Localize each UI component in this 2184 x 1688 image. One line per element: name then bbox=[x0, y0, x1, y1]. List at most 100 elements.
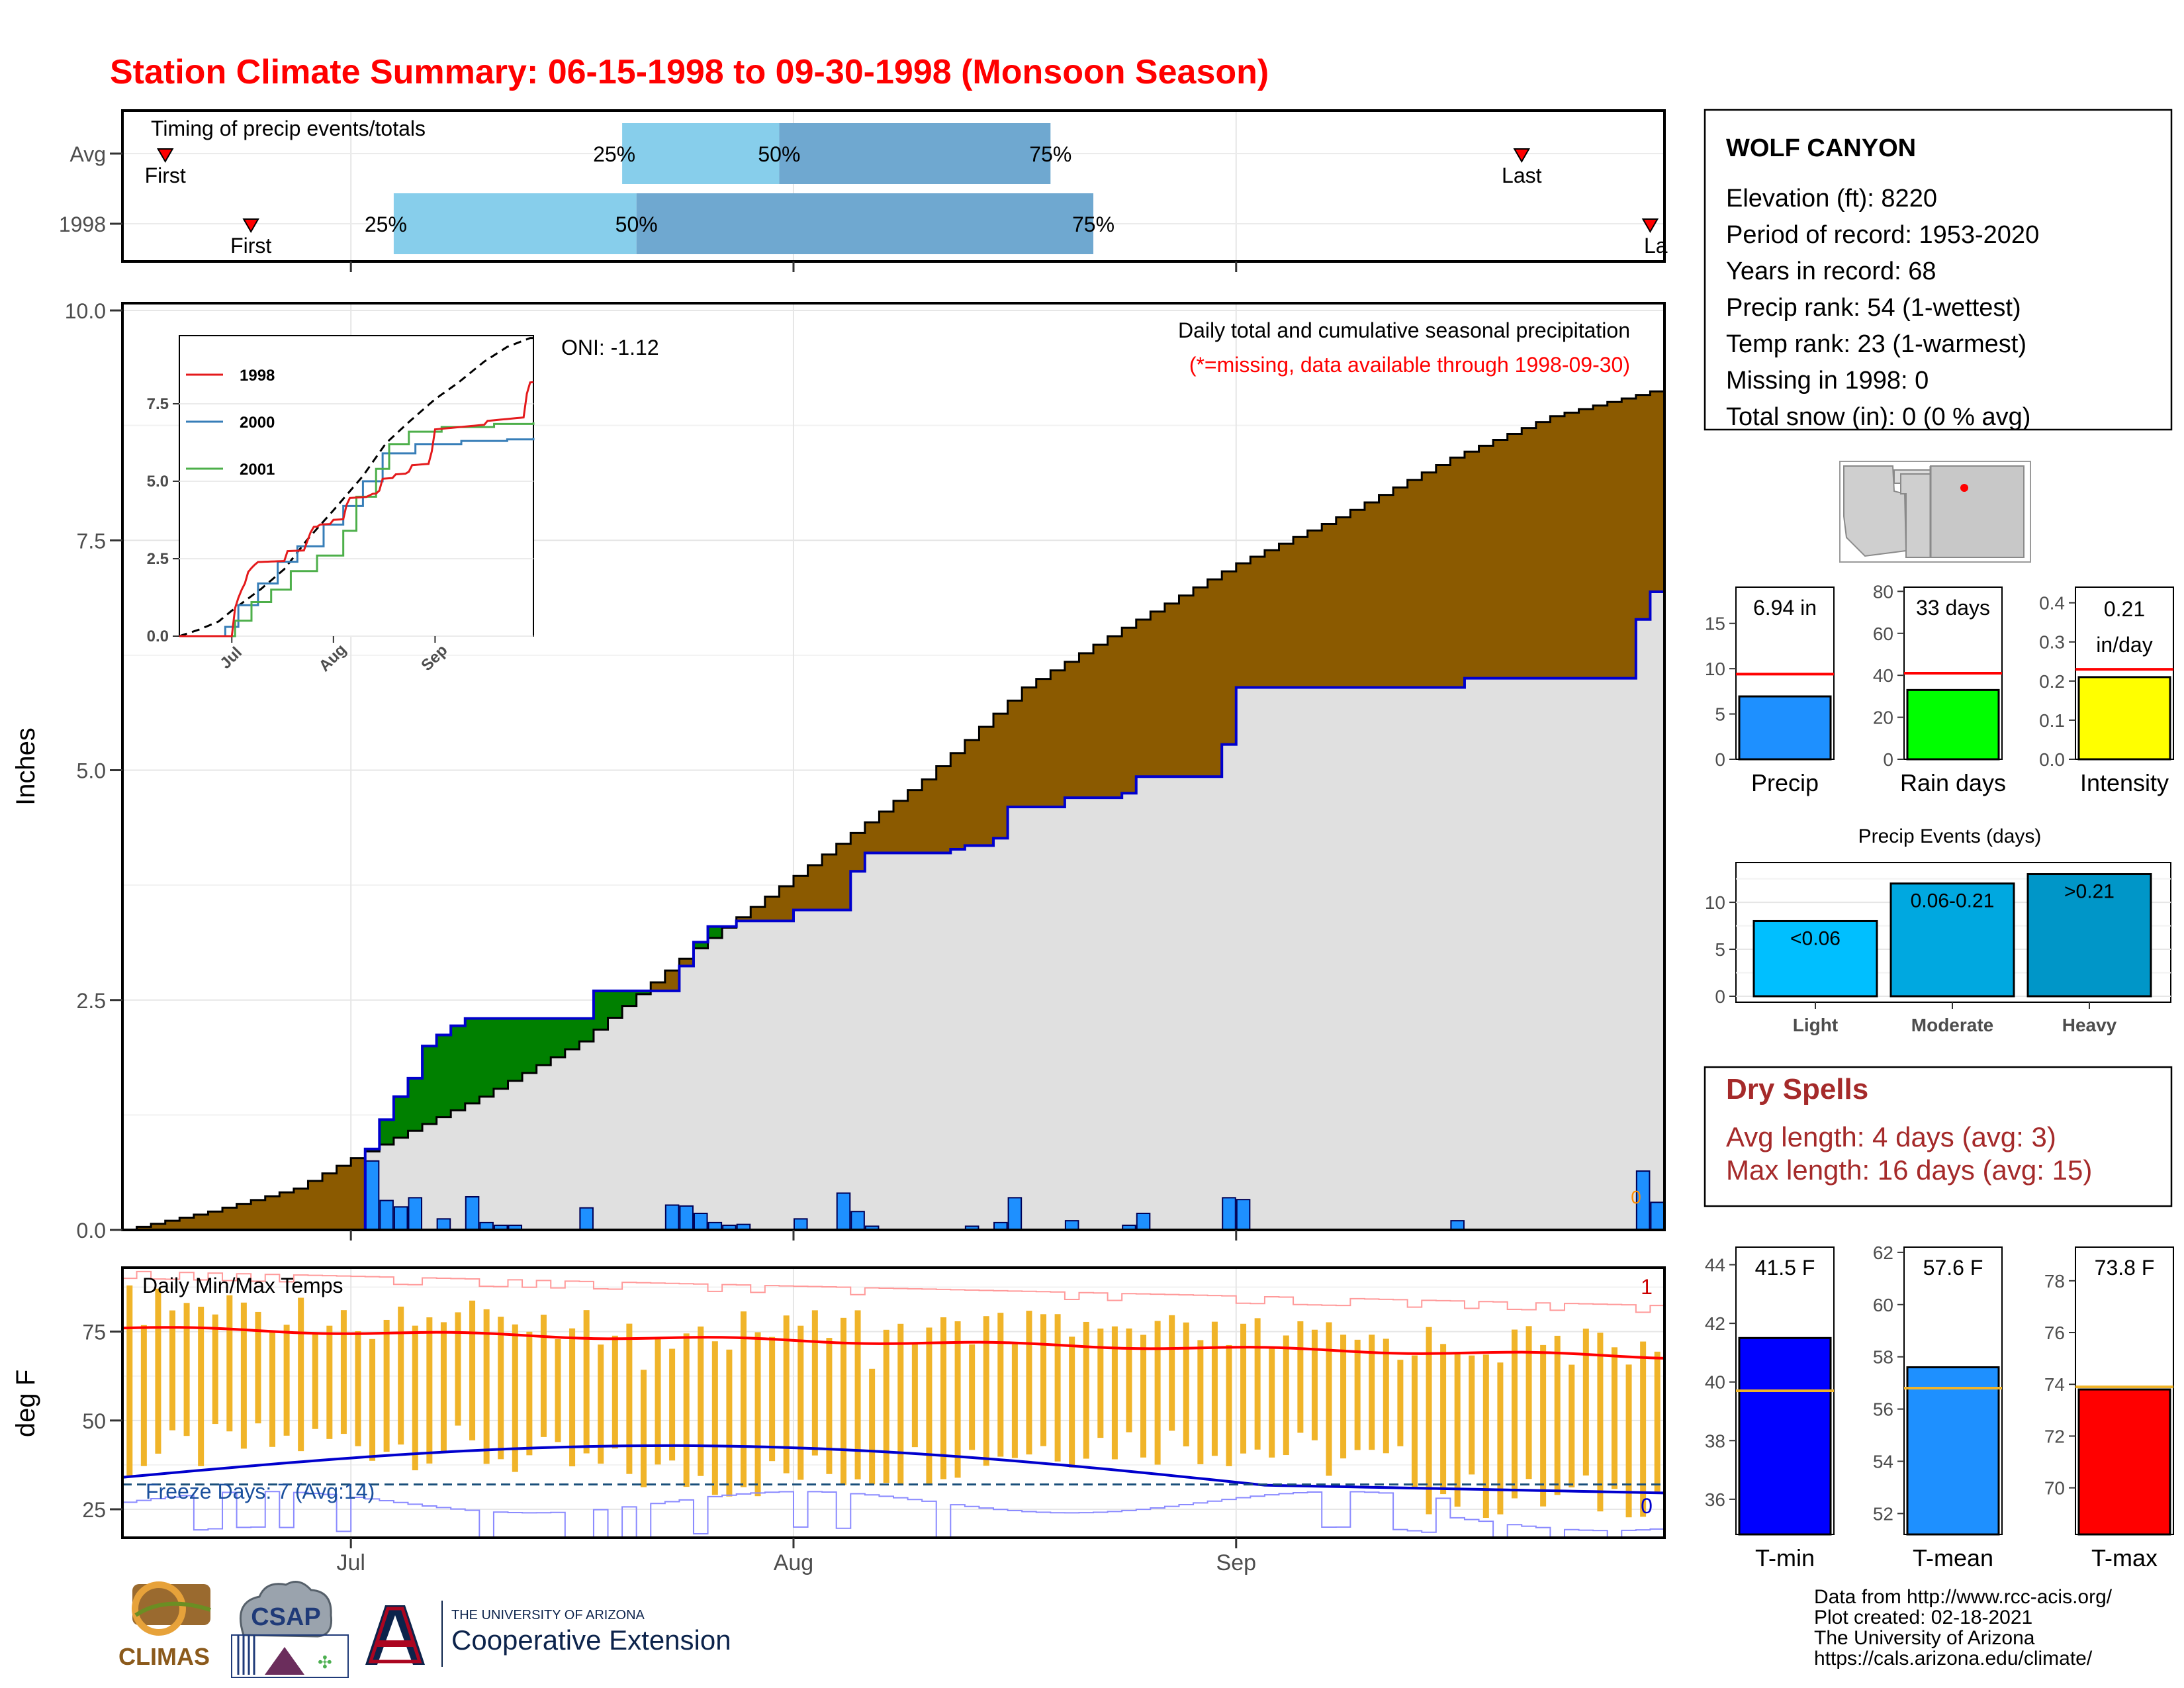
quartile-bar bbox=[636, 193, 1094, 254]
csap-logo-text: CSAP bbox=[251, 1603, 321, 1631]
mini-y-tick-label: 20 bbox=[1873, 708, 1893, 728]
daily-precip-bar bbox=[379, 1199, 394, 1230]
daily-temp-range-bar bbox=[897, 1323, 904, 1485]
mini-y-tick-label: 54 bbox=[1873, 1452, 1893, 1472]
legend-label: 2001 bbox=[240, 461, 275, 479]
daily-precip-bar bbox=[493, 1225, 508, 1230]
precip-summary-charts: 0 5 10 15 6.94 in Precip 0 20 40 60 80 33 days Rain … bbox=[1705, 581, 2174, 796]
summary-bar bbox=[1738, 1336, 1832, 1536]
daily-temp-range-bar bbox=[797, 1325, 804, 1480]
credit-line: Data from http://www.rcc-acis.org/ bbox=[1814, 1586, 2113, 1608]
daily-temp-range-bar bbox=[826, 1338, 833, 1474]
y-tick-label: 50 bbox=[82, 1409, 106, 1433]
missing-annotation: (*=missing, data available through 1998-… bbox=[1189, 353, 1630, 377]
y-tick-label: 75 bbox=[82, 1321, 106, 1344]
daily-temp-range-bar bbox=[969, 1344, 976, 1450]
daily-temp-range-bar bbox=[926, 1327, 933, 1485]
daily-temp-range-bar bbox=[1197, 1340, 1204, 1464]
mini-y-tick-label: 36 bbox=[1705, 1489, 1725, 1510]
daily-temp-range-bar bbox=[1426, 1327, 1432, 1515]
events-y-tick-label: 10 bbox=[1705, 892, 1725, 913]
mini-y-tick-label: 60 bbox=[1873, 1295, 1893, 1315]
daily-temp-range-bar bbox=[1625, 1364, 1632, 1518]
mini-y-tick-label: 38 bbox=[1705, 1430, 1725, 1451]
first-event-label: First bbox=[230, 234, 271, 258]
temperature-panel: Daily Min/Max Temps Freeze Days: 7 (Avg:… bbox=[11, 1266, 1666, 1575]
temps-marker-bottom: 0 bbox=[1641, 1494, 1653, 1518]
daily-temp-range-bar bbox=[469, 1300, 476, 1440]
daily-temp-range-bar bbox=[1497, 1362, 1504, 1515]
daily-temp-range-bar bbox=[598, 1344, 604, 1464]
mini-y-tick-label: 44 bbox=[1705, 1255, 1725, 1276]
mini-y-tick-label: 76 bbox=[2044, 1323, 2065, 1343]
mini-y-tick-label: 10 bbox=[1705, 659, 1725, 679]
daily-temp-range-bar bbox=[212, 1314, 218, 1425]
quartile-label: 25% bbox=[365, 212, 407, 236]
event-bar bbox=[2026, 873, 2152, 998]
daily-precip-bar bbox=[1007, 1197, 1023, 1230]
mini-y-tick-label: 58 bbox=[1873, 1347, 1893, 1368]
daily-temp-range-bar bbox=[483, 1309, 490, 1464]
quartile-label: 50% bbox=[615, 212, 658, 236]
event-category-label: Moderate bbox=[1911, 1015, 1993, 1035]
locator-map bbox=[1839, 461, 2031, 563]
daily-temp-range-bar bbox=[1397, 1360, 1404, 1446]
csap-logo: CSAP ✣ bbox=[231, 1581, 349, 1678]
daily-temp-range-bar bbox=[1169, 1315, 1175, 1431]
precip-events-title: Precip Events (days) bbox=[1858, 825, 2042, 847]
daily-temp-range-bar bbox=[1283, 1335, 1289, 1456]
daily-temp-range-bar bbox=[198, 1307, 205, 1466]
event-value-label: 0.06-0.21 bbox=[1911, 890, 1995, 912]
events-y-tick-label: 0 bbox=[1715, 986, 1725, 1007]
inset-y-tick-label: 2.5 bbox=[147, 550, 169, 568]
precip-annotation: Daily total and cumulative seasonal prec… bbox=[1178, 318, 1630, 342]
daily-temp-range-bar bbox=[883, 1329, 889, 1483]
dry-spells-title: Dry Spells bbox=[1726, 1073, 1868, 1105]
quartile-label: 75% bbox=[1072, 212, 1115, 236]
quartile-bar bbox=[622, 123, 780, 184]
daily-temp-range-bar bbox=[726, 1349, 733, 1497]
cactus-icon: ✣ bbox=[318, 1652, 332, 1672]
daily-temp-range-bar bbox=[1011, 1344, 1018, 1458]
daily-temp-range-bar bbox=[1540, 1344, 1547, 1507]
last-event-label: Last bbox=[1502, 164, 1542, 187]
daily-temp-range-bar bbox=[783, 1315, 790, 1474]
mini-y-tick-label: 0 bbox=[1883, 749, 1893, 770]
daily-precip-bar bbox=[1236, 1199, 1251, 1230]
daily-precip-bar bbox=[836, 1192, 851, 1230]
daily-precip-bar bbox=[679, 1205, 694, 1230]
daily-temp-range-bar bbox=[840, 1317, 846, 1485]
event-value-label: <0.06 bbox=[1790, 927, 1841, 949]
timing-row-label: Avg bbox=[69, 142, 106, 166]
summary-category-label: Precip bbox=[1751, 769, 1819, 796]
station-line: Elevation (ft): 8220 bbox=[1726, 185, 1937, 212]
summary-value-label: 0.21 bbox=[2104, 597, 2145, 621]
daily-temp-range-bar bbox=[1640, 1341, 1647, 1517]
daily-temp-range-bar bbox=[1454, 1353, 1461, 1507]
station-line: Precip rank: 54 (1-wettest) bbox=[1726, 294, 2021, 322]
quartile-bar bbox=[779, 123, 1051, 184]
daily-temp-range-bar bbox=[1440, 1344, 1447, 1495]
daily-temp-range-bar bbox=[1054, 1314, 1061, 1462]
legend-label: 2000 bbox=[240, 414, 275, 432]
daily-temp-range-bar bbox=[1311, 1329, 1318, 1440]
summary-category-label: T-min bbox=[1755, 1544, 1815, 1571]
mini-y-tick-label: 0 bbox=[1715, 749, 1725, 770]
quartile-label: 75% bbox=[1029, 142, 1071, 166]
precip-events-chart: Precip Events (days) 0 5 10 <0.06 Light 0.06-… bbox=[1705, 825, 2171, 1035]
daily-temp-range-bar bbox=[1326, 1322, 1332, 1476]
mini-y-tick-label: 42 bbox=[1705, 1313, 1725, 1334]
y-tick-label: 2.5 bbox=[77, 989, 106, 1013]
avg-tmin-line bbox=[122, 1444, 1664, 1495]
temps-y-label: deg F bbox=[11, 1370, 40, 1437]
summary-value-label: 73.8 F bbox=[2095, 1256, 2155, 1280]
credit-line: https://cals.arizona.edu/climate/ bbox=[1814, 1648, 2093, 1669]
credit-line: The University of Arizona bbox=[1814, 1627, 2035, 1649]
daily-temp-range-bar bbox=[640, 1370, 647, 1487]
daily-temp-range-bar bbox=[1469, 1355, 1475, 1475]
ua-small-text: THE UNIVERSITY OF ARIZONA bbox=[451, 1608, 645, 1622]
oni-annotation: ONI: -1.12 bbox=[561, 336, 659, 359]
daily-precip-bar bbox=[693, 1212, 708, 1230]
